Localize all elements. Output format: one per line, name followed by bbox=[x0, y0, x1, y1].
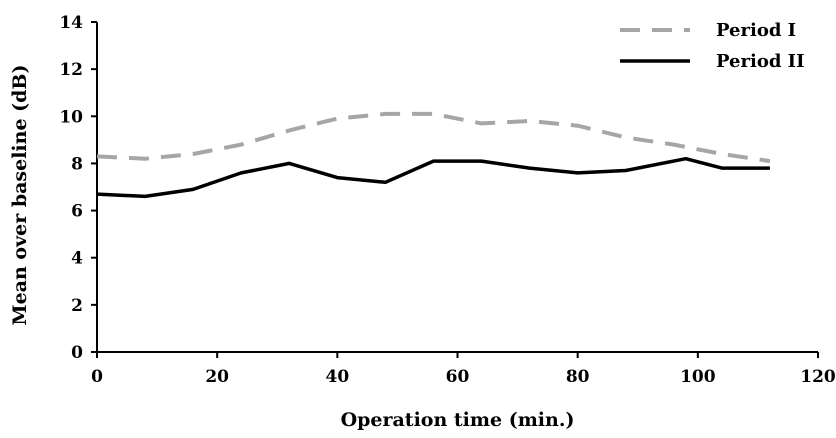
y-tick-label: 2 bbox=[71, 296, 83, 316]
x-tick-label: 120 bbox=[800, 367, 836, 387]
y-tick-label: 8 bbox=[71, 154, 83, 174]
x-axis-title: Operation time (min.) bbox=[341, 409, 575, 431]
x-tick-label: 20 bbox=[205, 367, 229, 387]
y-tick-label: 14 bbox=[59, 13, 83, 33]
legend-label-period-1: Period I bbox=[716, 20, 796, 41]
x-tick-label: 40 bbox=[325, 367, 349, 387]
y-axis-title: Mean over baseline (dB) bbox=[9, 65, 31, 326]
legend-label-period-2: Period II bbox=[716, 51, 805, 72]
x-tick-label: 0 bbox=[91, 367, 103, 387]
x-tick-label: 80 bbox=[566, 367, 590, 387]
y-tick-label: 12 bbox=[59, 60, 83, 80]
x-tick-label: 100 bbox=[680, 367, 716, 387]
y-tick-label: 4 bbox=[71, 249, 83, 269]
y-tick-label: 10 bbox=[59, 107, 83, 127]
x-tick-label: 60 bbox=[446, 367, 470, 387]
y-tick-label: 0 bbox=[71, 343, 83, 363]
y-tick-label: 6 bbox=[71, 202, 83, 222]
